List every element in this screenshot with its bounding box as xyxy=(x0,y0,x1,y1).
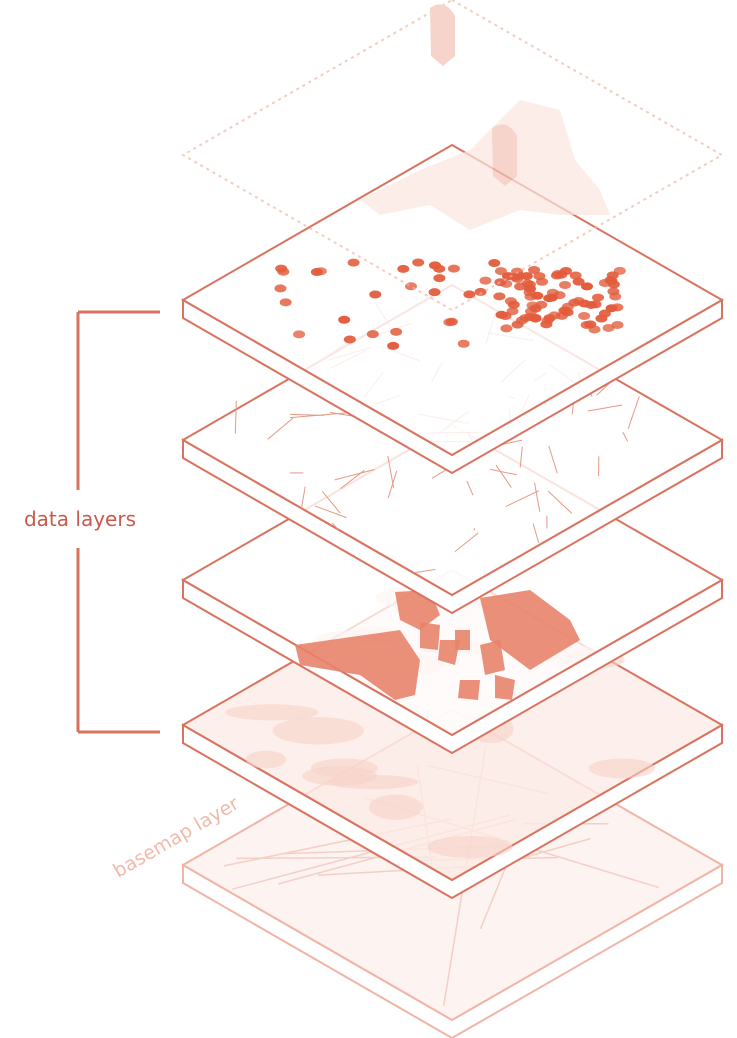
page: data layers basemap layer (() => { const… xyxy=(0,0,737,1038)
data-point xyxy=(493,292,505,300)
data-point xyxy=(369,291,381,299)
data-point xyxy=(559,281,571,289)
data-layers-label: data layers xyxy=(24,507,136,531)
data-point xyxy=(595,314,607,322)
terrain-shade xyxy=(427,836,512,858)
pin xyxy=(430,4,455,66)
data-point xyxy=(592,294,604,302)
data-point xyxy=(543,294,555,302)
data-point xyxy=(397,265,409,273)
data-point xyxy=(522,280,534,288)
data-point xyxy=(500,324,512,332)
data-point xyxy=(405,282,417,290)
data-point xyxy=(280,298,292,306)
data-point xyxy=(275,265,287,273)
pin xyxy=(492,124,517,186)
data-point xyxy=(536,278,548,286)
district-area xyxy=(420,622,440,650)
data-point xyxy=(387,342,399,350)
data-point xyxy=(429,288,441,296)
district-area xyxy=(458,680,480,700)
data-point xyxy=(525,307,537,315)
terrain-shade xyxy=(272,717,364,744)
terrain-shade xyxy=(225,704,319,720)
data-point xyxy=(508,301,520,309)
data-point xyxy=(581,321,593,329)
data-point xyxy=(390,328,402,336)
plates xyxy=(183,0,722,1038)
data-point xyxy=(500,312,512,320)
data-point xyxy=(552,270,564,278)
terrain-shade xyxy=(589,758,655,778)
data-point xyxy=(274,284,286,292)
data-point xyxy=(348,259,360,267)
faded-region xyxy=(360,100,610,230)
data-point xyxy=(559,307,571,315)
data-point xyxy=(516,316,528,324)
terrain-shade xyxy=(246,751,286,769)
data-point xyxy=(293,330,305,338)
layer-diagram: data layers basemap layer xyxy=(0,0,737,1038)
data-point xyxy=(581,282,593,290)
data-point xyxy=(367,330,379,338)
data-point xyxy=(521,272,533,280)
data-point xyxy=(544,314,556,322)
data-point xyxy=(603,324,615,332)
data-point xyxy=(315,267,327,275)
data-point xyxy=(412,259,424,267)
data-point xyxy=(443,318,455,326)
terrain-shade xyxy=(369,794,423,819)
data-point xyxy=(338,316,350,324)
terrain-shade xyxy=(328,775,419,789)
data-point xyxy=(607,271,619,279)
data-point xyxy=(479,277,491,285)
data-point xyxy=(448,265,460,273)
data-point xyxy=(488,259,500,267)
data-point xyxy=(609,293,621,301)
data-point xyxy=(429,261,441,269)
data-point xyxy=(578,312,590,320)
data-point xyxy=(458,340,470,348)
data-point xyxy=(573,297,585,305)
data-point xyxy=(344,335,356,343)
data-point xyxy=(433,274,445,282)
data-point xyxy=(524,288,536,296)
data-point xyxy=(606,304,618,312)
